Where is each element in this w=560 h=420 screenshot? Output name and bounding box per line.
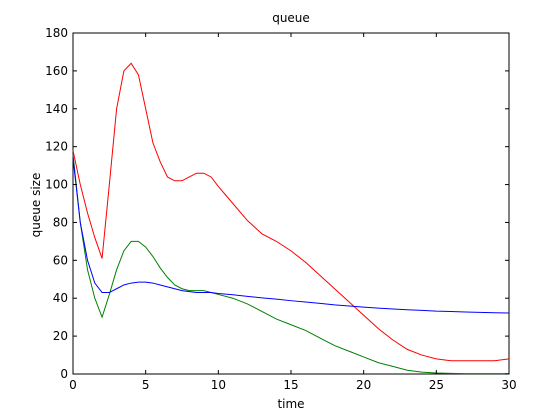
- axes-box: [72, 32, 510, 375]
- chart-title: queue: [272, 11, 310, 25]
- y-tick-label: 60: [53, 253, 68, 267]
- plot-area: 0 5 10 15 20 25 30 0 20 40 60 80 100 120 140 160 180: [45, 26, 517, 392]
- x-tick-label: 15: [283, 378, 298, 392]
- y-tick-label: 80: [53, 215, 68, 229]
- x-tick-label: 25: [429, 378, 444, 392]
- y-tick-label: 100: [45, 178, 68, 192]
- x-tick-label: 30: [501, 378, 516, 392]
- y-tick-label: 140: [45, 102, 68, 116]
- y-axis-label: queue size: [29, 173, 43, 238]
- series-line-3: [72, 157, 510, 314]
- y-tick-label: 0: [60, 367, 68, 381]
- x-tick-label: 20: [356, 378, 371, 392]
- x-axis-label: time: [277, 397, 304, 411]
- series-line-2: [72, 154, 509, 375]
- y-tick-label: 40: [53, 291, 68, 305]
- x-tick-label: 5: [142, 378, 150, 392]
- y-tick-label: 180: [45, 26, 68, 40]
- x-tick-label: 10: [211, 378, 226, 392]
- series-line-1: [72, 62, 510, 362]
- y-tick-label: 160: [45, 64, 68, 78]
- y-tick-label: 20: [53, 329, 68, 343]
- x-tick-label: 0: [69, 378, 77, 392]
- y-tick-label: 120: [45, 140, 68, 154]
